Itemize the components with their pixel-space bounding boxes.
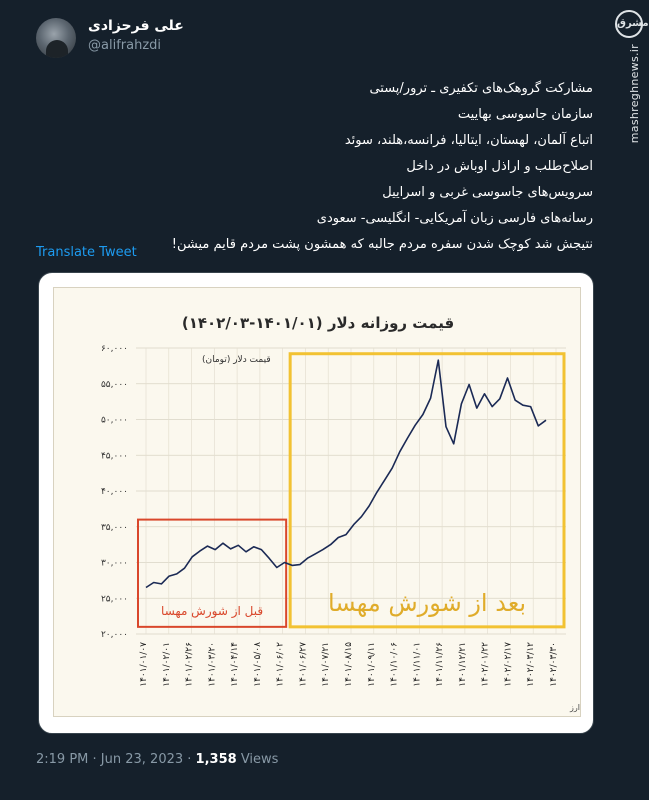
tweet-line: اصلاح‌طلب و اراذل اوباش در داخل — [406, 159, 593, 174]
translate-tweet-link[interactable]: Translate Tweet — [36, 245, 137, 260]
x-tick-label: ۱۴۰۱/۰۳/۲۰ — [207, 642, 217, 687]
y-tick-label: ۵۰,۰۰۰ — [101, 416, 128, 426]
x-tick-label: ۱۴۰۱/۱۱/۲۶ — [435, 642, 445, 687]
views-count: 1,358 — [195, 752, 237, 767]
x-tick-label: ۱۴۰۱/۰۹/۱۱ — [367, 642, 377, 687]
y-axis-label: قیمت دلار (تومان) — [202, 355, 271, 365]
tweet-text: مشارکت گروهک‌های تکفیری ـ ترور/پستی سازم… — [73, 76, 593, 258]
x-tick-label: ۱۴۰۱/۰۴/۱۴ — [230, 642, 240, 687]
x-tick-label: ۱۴۰۱/۱۲/۲۱ — [458, 642, 468, 687]
y-tick-label: ۲۰,۰۰۰ — [101, 630, 128, 640]
tweet-meta: 2:19 PM · Jun 23, 2023 · 1,358 Views — [36, 752, 278, 767]
x-tick-label: ۱۴۰۱/۰۲/۲۶ — [185, 642, 195, 687]
x-tick-label: ۱۴۰۱/۰۷/۲۱ — [321, 642, 331, 687]
x-tick-label: ۱۴۰۲/۰۳/۳۰ — [549, 642, 559, 687]
user-handle[interactable]: @alifrahzdi — [88, 38, 162, 53]
tweet-media-image[interactable]: قبل از شورش مهسا بعد از شورش مهسا ۲۰,۰۰۰ ۲… — [38, 272, 594, 734]
y-tick-label: ۶۰,۰۰۰ — [101, 344, 128, 354]
site-watermark: مشرق mashreghnews.ir — [609, 0, 649, 143]
x-tick-label: ۱۴۰۱/۰۱/۰۷ — [139, 642, 149, 687]
tweet-line: مشارکت گروهک‌های تکفیری ـ ترور/پستی — [369, 81, 593, 96]
y-tick-label: ۵۵,۰۰۰ — [101, 380, 128, 390]
tweet-line: رسانه‌های فارسی زبان آمریکایی- انگلیسی- … — [316, 211, 593, 226]
tweet-time[interactable]: 2:19 PM — [36, 752, 89, 767]
x-tick-label: ۱۴۰۲/۰۱/۲۲ — [481, 642, 491, 687]
tweet-line: نتیجش شد کوچک شدن سفره مردم جالبه که همش… — [171, 237, 593, 252]
watermark-site: mashreghnews.ir — [628, 44, 641, 144]
y-tick-label: ۲۵,۰۰۰ — [101, 594, 128, 604]
region-before-label: قبل از شورش مهسا — [161, 604, 263, 619]
y-tick-label: ۴۰,۰۰۰ — [101, 487, 128, 497]
tweet-date[interactable]: Jun 23, 2023 — [100, 752, 184, 767]
x-tick-label: ۱۴۰۱/۰۶/۲۷ — [298, 642, 308, 687]
x-tick-label: ۱۴۰۱/۰۶/۰۲ — [276, 642, 286, 687]
tweet-line: اتباع آلمان، لهستان، ایتالیا، فرانسه،هلن… — [344, 133, 593, 148]
chart-source-note: تحلیل و استنتاج: احسان سلطانی بر اساس دا… — [569, 703, 582, 712]
tweet-line: سازمان جاسوسی بهاییت — [457, 107, 593, 122]
x-tick-label: ۱۴۰۲/۰۳/۱۲ — [526, 642, 536, 687]
tweet-header: علی فرحزادی @alifrahzdi — [36, 14, 596, 62]
region-after-box — [288, 352, 566, 629]
chart-title: قیمت روزانه دلار (۱۴۰۱/۰۱-۱۴۰۲/۰۳) — [182, 314, 454, 332]
views-label: Views — [240, 752, 279, 767]
y-tick-label: ۳۰,۰۰۰ — [101, 559, 128, 569]
dollar-price-chart: قبل از شورش مهسا بعد از شورش مهسا ۲۰,۰۰۰ ۲… — [101, 314, 593, 712]
series-line — [145, 359, 547, 589]
y-tick-label: ۴۵,۰۰۰ — [101, 451, 128, 461]
tweet-line: سرویس‌های جاسوسی غربی و اسراییل — [382, 185, 593, 200]
watermark-logo: مشرق — [615, 10, 649, 38]
x-tick-label: ۱۴۰۱/۰۵/۰۸ — [253, 642, 263, 687]
chart-card: قبل از شورش مهسا بعد از شورش مهسا ۲۰,۰۰۰ ۲… — [53, 287, 593, 717]
display-name[interactable]: علی فرحزادی — [88, 18, 184, 34]
y-tick-label: ۳۵,۰۰۰ — [101, 523, 128, 533]
meta-separator: · — [92, 752, 101, 767]
x-tick-label: ۱۴۰۱/۱۰/۰۶ — [390, 642, 400, 687]
x-tick-label: ۱۴۰۱/۰۲/۰۱ — [162, 642, 172, 687]
region-before-box — [137, 518, 288, 628]
x-tick-label: ۱۴۰۱/۱۱/۰۱ — [412, 642, 422, 687]
meta-separator: · — [187, 752, 196, 767]
region-after-label: بعد از شورش مهسا — [328, 589, 526, 617]
x-tick-label: ۱۴۰۲/۰۲/۱۷ — [503, 642, 513, 687]
x-tick-label: ۱۴۰۱/۰۸/۱۵ — [344, 642, 354, 687]
avatar[interactable] — [36, 18, 76, 58]
